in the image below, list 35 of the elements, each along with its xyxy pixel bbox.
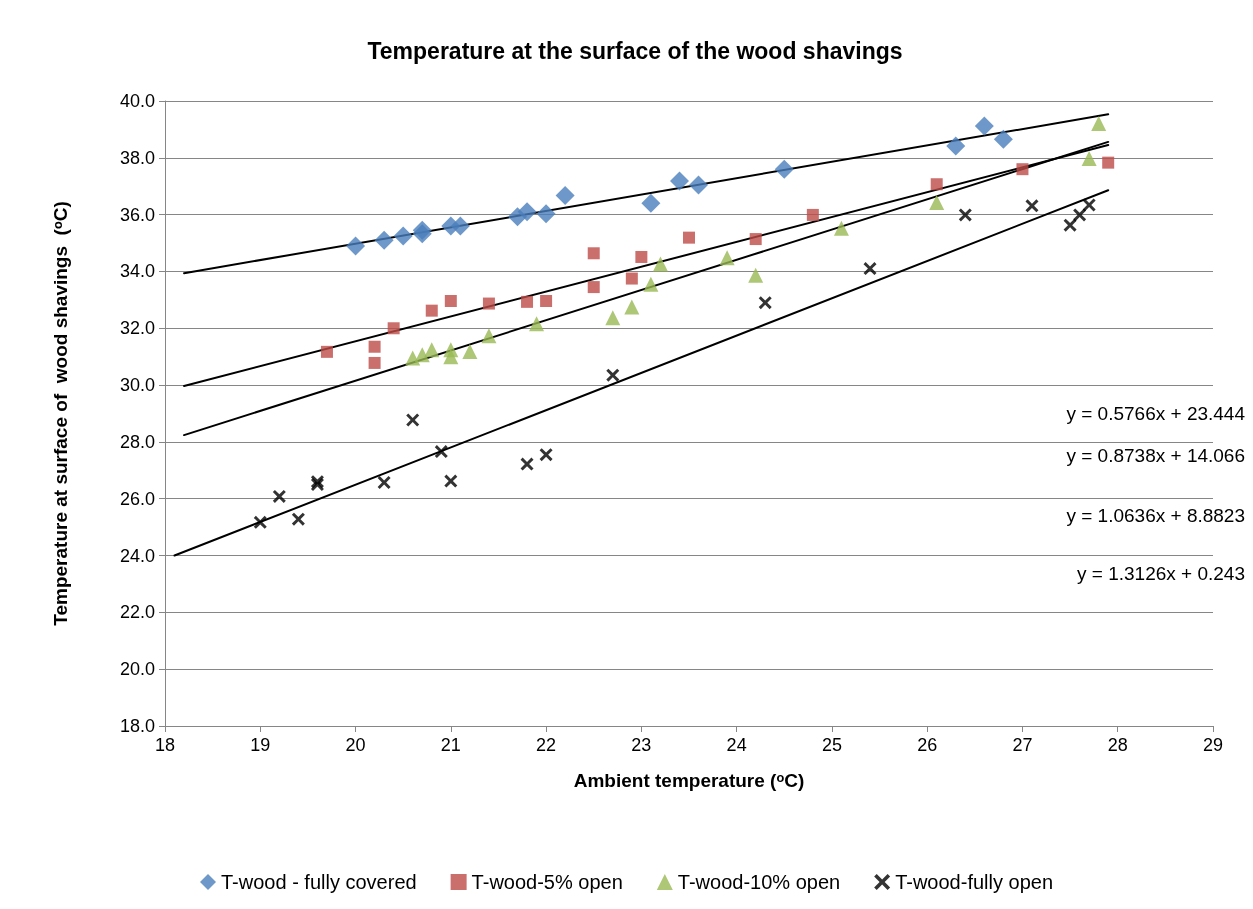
y-tick-label: 20.0	[119, 659, 155, 680]
x-tick-label: 23	[631, 735, 652, 755]
y-tick-label: 28.0	[119, 431, 155, 452]
x-tick-label: 24	[726, 735, 747, 755]
y-tick-label: 26.0	[119, 488, 155, 509]
annotation: y = 1.0636x + 8.8823	[1066, 505, 1246, 526]
y-tick-label: 24.0	[119, 545, 155, 566]
y-tick-label: 18.0	[119, 716, 155, 736]
y-tick-label: 38.0	[119, 147, 155, 168]
x-tick-label: 19	[250, 735, 271, 755]
y-tick-label: 36.0	[119, 204, 155, 225]
y-tick-label: 22.0	[119, 602, 155, 623]
annotation: y = 1.3126x + 0.243	[1077, 563, 1245, 584]
x-tick-label: 25	[821, 735, 842, 755]
x-tick-label: 18	[154, 735, 176, 755]
y-axis-title: Temperature at surface of wood shavings (ᵒC)	[50, 201, 71, 626]
chart-title: Temperature at the surface of the wood shavings	[367, 37, 903, 64]
annotation: y = 0.5766x + 23.444	[1066, 403, 1246, 424]
x-tick-label: 28	[1107, 735, 1128, 755]
y-tick-label: 34.0	[119, 261, 155, 282]
x-tick-label: 21	[440, 735, 461, 755]
legend-label: T-wood-10% open	[677, 871, 841, 893]
y-tick-label: 30.0	[119, 375, 155, 396]
legend-label: T-wood-fully open	[895, 871, 1054, 893]
x-tick-label: 29	[1202, 735, 1224, 755]
x-axis-title: Ambient temperature (ᵒC)	[573, 770, 805, 791]
y-tick-label: 40.0	[119, 91, 155, 111]
legend-label: T-wood - fully covered	[220, 871, 417, 893]
x-tick-label: 22	[536, 735, 557, 755]
y-tick-label: 32.0	[119, 318, 155, 339]
annotation: y = 0.8738x + 14.066	[1066, 445, 1246, 466]
x-tick-label: 27	[1012, 735, 1033, 755]
x-tick-label: 20	[345, 735, 366, 755]
x-tick-label: 26	[917, 735, 938, 755]
legend-label: T-wood-5% open	[471, 871, 623, 893]
